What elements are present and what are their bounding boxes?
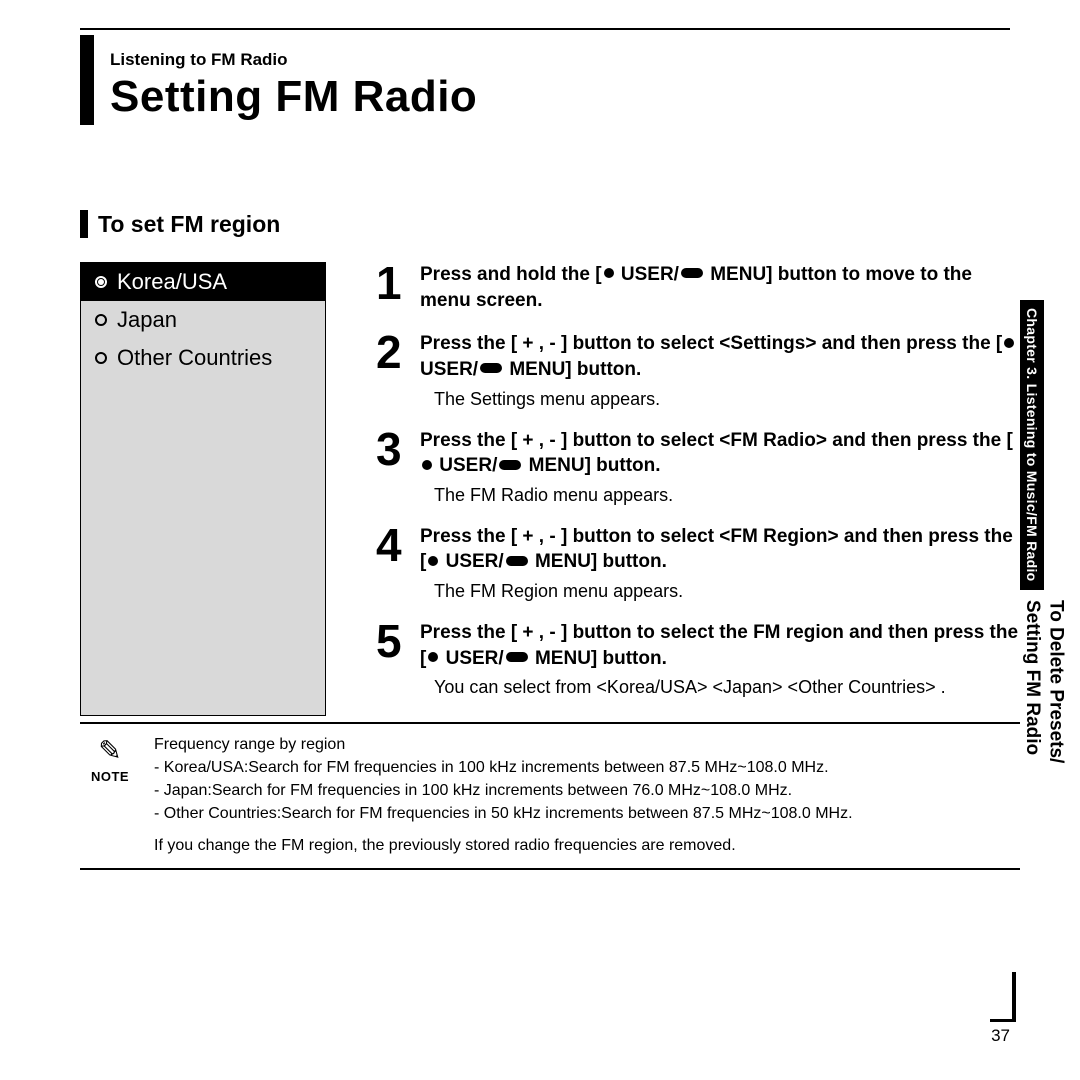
pill-icon	[506, 556, 528, 566]
sidebar: Chapter 3. Listening to Music/FM Radio T…	[1020, 300, 1050, 830]
step-1: 1 Press and hold the [ USER/ MENU] butto…	[376, 262, 1020, 313]
step-text: Press and hold the [ USER/ MENU] button …	[420, 262, 1020, 313]
top-rule	[80, 28, 1010, 30]
page-title: Setting FM Radio	[110, 72, 1020, 122]
note-footer: If you change the FM region, the previou…	[154, 835, 1020, 858]
menu-label: Japan	[117, 307, 177, 333]
step-4: 4 Press the [ + , - ] button to select <…	[376, 524, 1020, 602]
step-text: Press the [ + , - ] button to select <FM…	[420, 428, 1020, 479]
dot-icon	[422, 460, 432, 470]
note-label: ✎ NOTE	[80, 734, 140, 858]
step-5: 5 Press the [ + , - ] button to select t…	[376, 620, 1020, 698]
corner-bar	[1012, 972, 1016, 1022]
pen-icon: ✎	[80, 734, 140, 767]
section-title: To set FM region	[98, 211, 280, 238]
note-line: Frequency range by region	[154, 734, 1020, 757]
menu-item-japan[interactable]: Japan	[81, 301, 325, 339]
step-note: The FM Region menu appears.	[434, 581, 1020, 602]
sidebar-sub: To Delete Presets/ Setting FM Radio	[1020, 600, 1068, 763]
pill-icon	[681, 268, 703, 278]
note-block: ✎ NOTE Frequency range by region - Korea…	[80, 722, 1020, 870]
pill-icon	[499, 460, 521, 470]
dot-icon	[428, 652, 438, 662]
steps-list: 1 Press and hold the [ USER/ MENU] butto…	[376, 262, 1020, 716]
step-text: Press the [ + , - ] button to select <FM…	[420, 524, 1020, 575]
title-accent-bar	[80, 35, 94, 125]
body: Korea/USA Japan Other Countries 1 Press …	[80, 262, 1020, 716]
step-number: 3	[376, 430, 414, 506]
step-number: 1	[376, 264, 414, 313]
note-body: Frequency range by region - Korea/USA:Se…	[154, 734, 1020, 858]
manual-page: Listening to FM Radio Setting FM Radio T…	[0, 0, 1080, 1080]
radio-icon	[95, 276, 107, 288]
chapter-label: Chapter 3. Listening to Music/FM Radio	[1020, 300, 1044, 590]
step-number: 5	[376, 622, 414, 698]
menu-label: Korea/USA	[117, 269, 227, 295]
step-number: 2	[376, 333, 414, 409]
corner-dash	[990, 1019, 1016, 1022]
dot-icon	[428, 556, 438, 566]
step-2: 2 Press the [ + , - ] button to select <…	[376, 331, 1020, 409]
note-line: - Other Countries:Search for FM frequenc…	[154, 803, 1020, 826]
radio-icon	[95, 352, 107, 364]
step-note: The Settings menu appears.	[434, 389, 1020, 410]
section-accent-bar	[80, 210, 88, 238]
step-note: The FM Radio menu appears.	[434, 485, 1020, 506]
title-block: Listening to FM Radio Setting FM Radio	[80, 40, 1020, 122]
note-line: - Japan:Search for FM frequencies in 100…	[154, 780, 1020, 803]
pill-icon	[480, 363, 502, 373]
step-text: Press the [ + , - ] button to select <Se…	[420, 331, 1020, 382]
breadcrumb: Listening to FM Radio	[110, 40, 1020, 70]
step-text: Press the [ + , - ] button to select the…	[420, 620, 1020, 671]
note-word: NOTE	[80, 769, 140, 784]
radio-icon	[95, 314, 107, 326]
menu-label: Other Countries	[117, 345, 272, 371]
section-heading: To set FM region	[80, 210, 1020, 238]
region-menu: Korea/USA Japan Other Countries	[80, 262, 326, 716]
dot-icon	[604, 268, 614, 278]
dot-icon	[1004, 338, 1014, 348]
step-number: 4	[376, 526, 414, 602]
note-line: - Korea/USA:Search for FM frequencies in…	[154, 757, 1020, 780]
step-note: You can select from <Korea/USA> <Japan> …	[434, 677, 1020, 698]
page-number: 37	[991, 1026, 1010, 1046]
menu-item-other[interactable]: Other Countries	[81, 339, 325, 377]
pill-icon	[506, 652, 528, 662]
step-3: 3 Press the [ + , - ] button to select <…	[376, 428, 1020, 506]
menu-item-korea-usa[interactable]: Korea/USA	[81, 263, 325, 301]
